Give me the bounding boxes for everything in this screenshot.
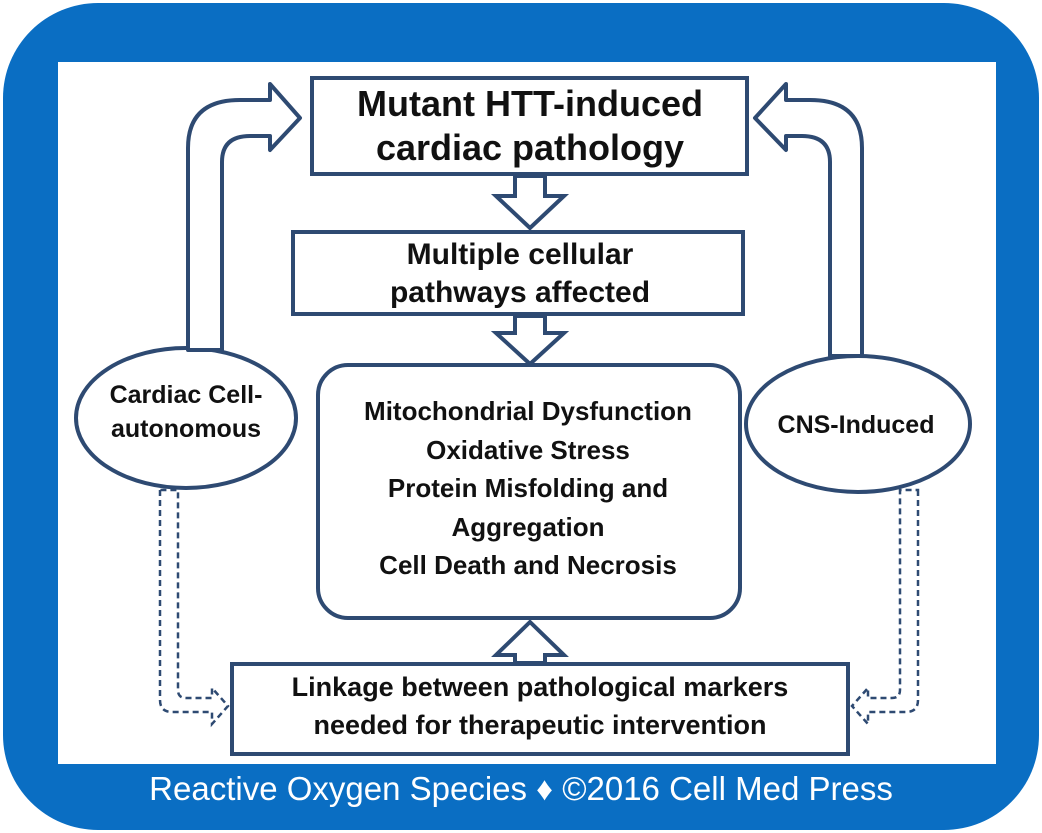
top-box-label: Mutant HTT-induced cardiac pathology xyxy=(320,82,740,170)
effect-item: Oxidative Stress xyxy=(426,434,630,465)
right-curved-arrow xyxy=(753,82,864,358)
effects-box-label: Mitochondrial Dysfunction Oxidative Stre… xyxy=(322,392,734,585)
middle-box-line: pathways affected xyxy=(389,276,651,309)
bottom-box-line: Linkage between pathological markers xyxy=(291,672,789,702)
effect-item: Cell Death and Necrosis xyxy=(379,550,677,580)
up-arrow-bottom xyxy=(491,619,569,665)
left-curved-arrow xyxy=(186,82,302,352)
top-box xyxy=(310,76,749,176)
middle-box xyxy=(291,230,745,316)
left-oval-line: autonomous xyxy=(111,415,261,443)
middle-box-line: Multiple cellular xyxy=(406,238,634,271)
left-oval-label: Cardiac Cell- autonomous xyxy=(78,378,294,446)
middle-box-label: Multiple cellular pathways affected xyxy=(300,236,740,312)
left-dashed-arrow xyxy=(158,488,230,728)
effect-item: Aggregation xyxy=(451,511,605,542)
effect-item: Mitochondrial Dysfunction xyxy=(364,396,692,426)
top-box-line: cardiac pathology xyxy=(375,127,685,168)
bottom-box-line: needed for therapeutic intervention xyxy=(313,710,767,740)
footer-credit: Reactive Oxygen Species ♦ ©2016 Cell Med… xyxy=(149,770,893,807)
right-dashed-arrow xyxy=(850,488,920,728)
left-oval-line: Cardiac Cell- xyxy=(109,381,263,409)
right-oval-label: CNS-Induced xyxy=(742,408,970,442)
right-oval-line: CNS-Induced xyxy=(777,411,935,439)
down-arrow-middle xyxy=(490,314,570,367)
top-box-line: Mutant HTT-induced xyxy=(357,83,703,124)
bottom-box-label: Linkage between pathological markers nee… xyxy=(234,668,846,744)
down-arrow-top xyxy=(490,174,570,231)
effect-item: Protein Misfolding and xyxy=(387,473,669,503)
